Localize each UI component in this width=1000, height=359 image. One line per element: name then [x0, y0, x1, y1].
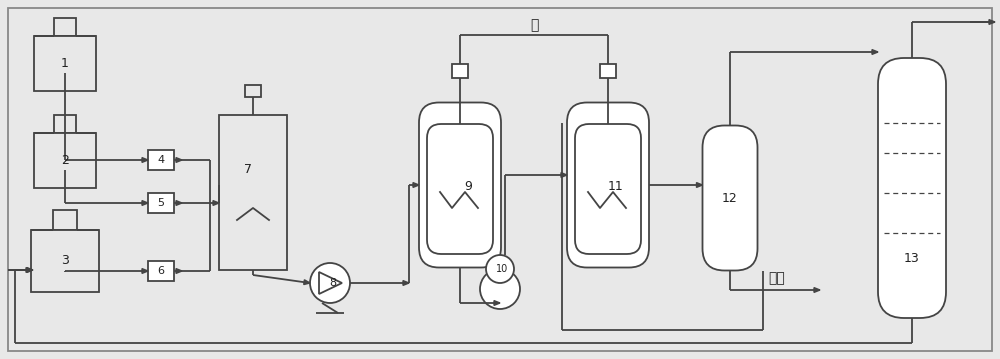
Bar	[53, 210, 77, 230]
Bar	[34, 133, 96, 188]
Polygon shape	[213, 201, 219, 205]
Text: 8: 8	[329, 278, 337, 288]
Text: 2: 2	[61, 154, 69, 167]
Text: 10: 10	[496, 264, 508, 274]
Polygon shape	[494, 300, 500, 306]
Polygon shape	[872, 50, 878, 55]
Text: 6: 6	[158, 266, 164, 276]
Text: 11: 11	[608, 181, 624, 194]
Text: 1: 1	[61, 57, 69, 70]
FancyBboxPatch shape	[878, 58, 946, 318]
Text: 9: 9	[464, 181, 472, 194]
Polygon shape	[403, 281, 409, 285]
Text: 3: 3	[61, 255, 69, 267]
Polygon shape	[176, 158, 182, 162]
Polygon shape	[176, 269, 182, 274]
Text: 产品: 产品	[768, 271, 785, 285]
Text: 12: 12	[722, 191, 738, 205]
Text: 13: 13	[904, 252, 920, 265]
Text: 酸: 酸	[530, 18, 538, 32]
Bar	[148, 150, 174, 170]
FancyBboxPatch shape	[567, 103, 649, 267]
Text: 4: 4	[157, 155, 165, 165]
Polygon shape	[304, 280, 310, 285]
Bar	[54, 115, 76, 133]
Circle shape	[486, 255, 514, 283]
Bar	[148, 193, 174, 213]
Polygon shape	[26, 267, 32, 272]
FancyBboxPatch shape	[702, 126, 758, 270]
Polygon shape	[142, 269, 148, 274]
Polygon shape	[561, 173, 567, 177]
Bar	[452, 64, 468, 78]
Circle shape	[480, 269, 520, 309]
Bar	[54, 18, 76, 36]
Text: 7: 7	[244, 163, 252, 176]
Bar	[245, 85, 261, 97]
Polygon shape	[413, 183, 419, 187]
FancyBboxPatch shape	[575, 124, 641, 254]
Polygon shape	[142, 158, 148, 162]
Circle shape	[310, 263, 350, 303]
Polygon shape	[696, 183, 702, 187]
Bar	[600, 64, 616, 78]
Polygon shape	[814, 288, 820, 292]
Polygon shape	[142, 201, 148, 205]
Polygon shape	[989, 20, 995, 24]
Polygon shape	[176, 201, 182, 205]
Bar	[219, 115, 287, 270]
Polygon shape	[27, 267, 33, 272]
FancyBboxPatch shape	[419, 103, 501, 267]
Bar	[148, 261, 174, 281]
Bar	[31, 230, 99, 292]
Text: 5: 5	[158, 198, 164, 208]
FancyBboxPatch shape	[427, 124, 493, 254]
Bar	[34, 36, 96, 91]
